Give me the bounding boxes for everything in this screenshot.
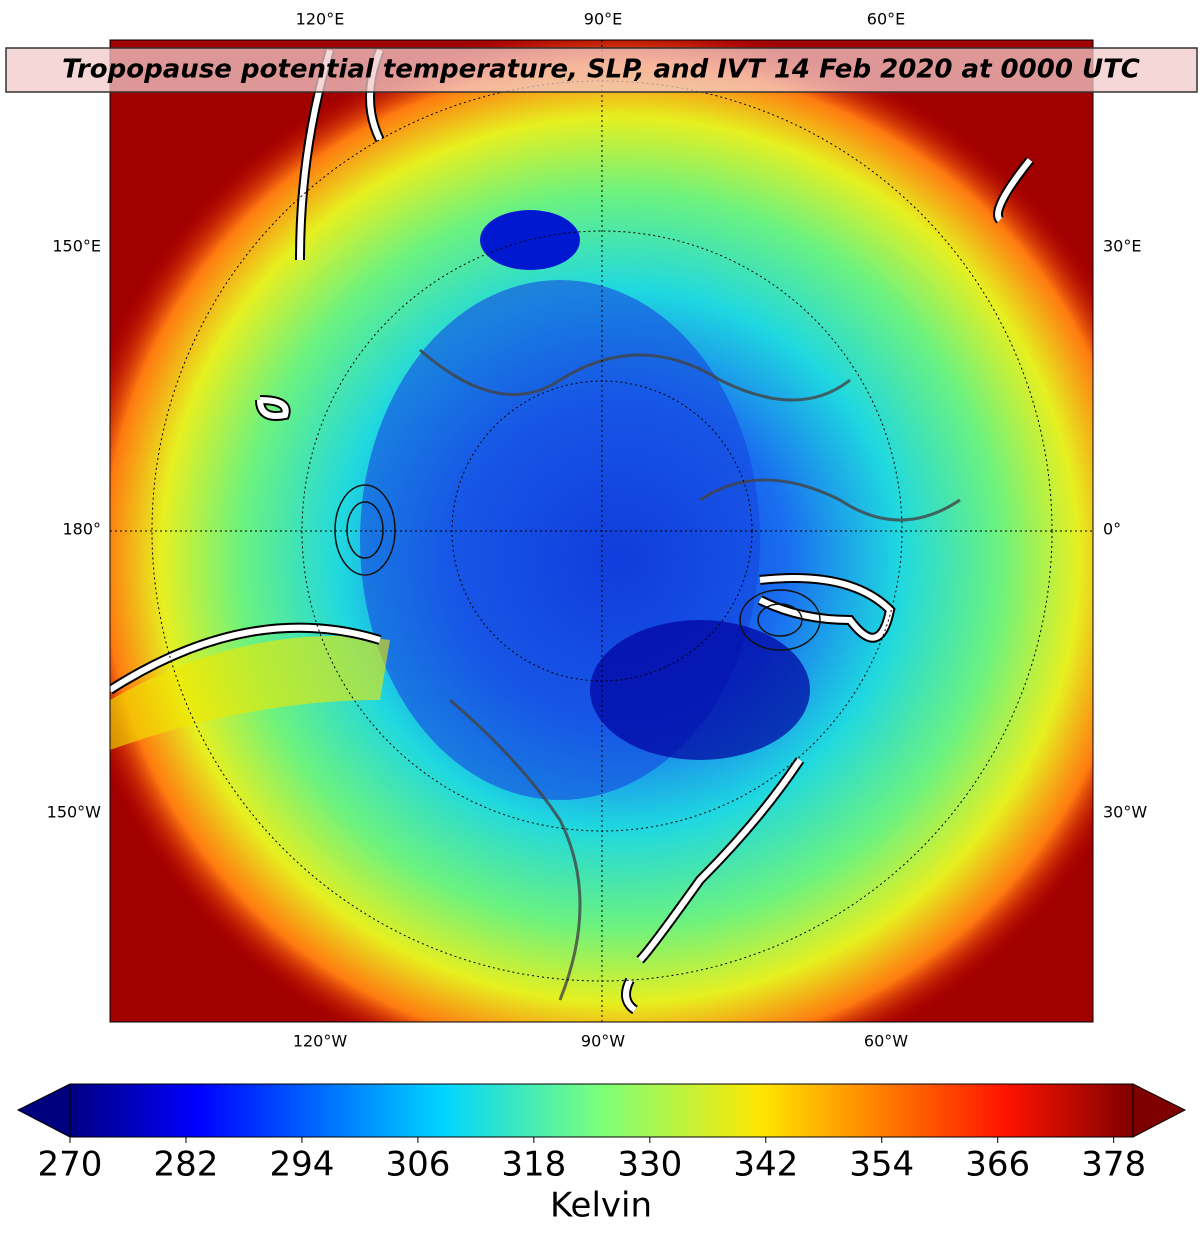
colorbar-extend-low bbox=[16, 1083, 71, 1138]
lon-label: 60°E bbox=[867, 10, 905, 29]
title-box bbox=[5, 47, 1198, 93]
lon-label: 30°W bbox=[1103, 803, 1147, 822]
map-field bbox=[110, 40, 1093, 1022]
lon-label: 180° bbox=[62, 520, 101, 539]
colorbar-tick-label: 342 bbox=[733, 1145, 798, 1185]
lon-label: 120°E bbox=[296, 10, 345, 29]
colorbar-tick-label: 306 bbox=[385, 1145, 450, 1185]
lon-label: 150°W bbox=[47, 803, 102, 822]
colorbar-tick-label: 270 bbox=[38, 1145, 103, 1185]
title: Tropopause potential temperature, SLP, a… bbox=[62, 55, 1140, 85]
lon-label: 30°E bbox=[1103, 237, 1141, 256]
lon-label: 0° bbox=[1103, 520, 1121, 539]
colorbar-tick-label: 330 bbox=[617, 1145, 682, 1185]
lon-label: 90°W bbox=[581, 1032, 625, 1051]
colorbar-tick-label: 318 bbox=[501, 1145, 566, 1185]
lon-label: 90°E bbox=[584, 10, 622, 29]
colorbar-extend-high bbox=[1132, 1083, 1187, 1138]
colorbar-tick-label: 282 bbox=[154, 1145, 219, 1185]
colorbar bbox=[69, 1083, 1134, 1138]
colorbar-tick-label: 294 bbox=[269, 1145, 334, 1185]
colorbar-tick-label: 378 bbox=[1081, 1145, 1146, 1185]
map-frame bbox=[109, 39, 1094, 1023]
colorbar-label: Kelvin bbox=[550, 1186, 652, 1226]
lon-label: 150°E bbox=[52, 237, 101, 256]
lon-label: 120°W bbox=[293, 1032, 348, 1051]
colorbar-tick-label: 354 bbox=[849, 1145, 914, 1185]
lon-label: 60°W bbox=[864, 1032, 908, 1051]
colorbar-tick-label: 366 bbox=[965, 1145, 1030, 1185]
